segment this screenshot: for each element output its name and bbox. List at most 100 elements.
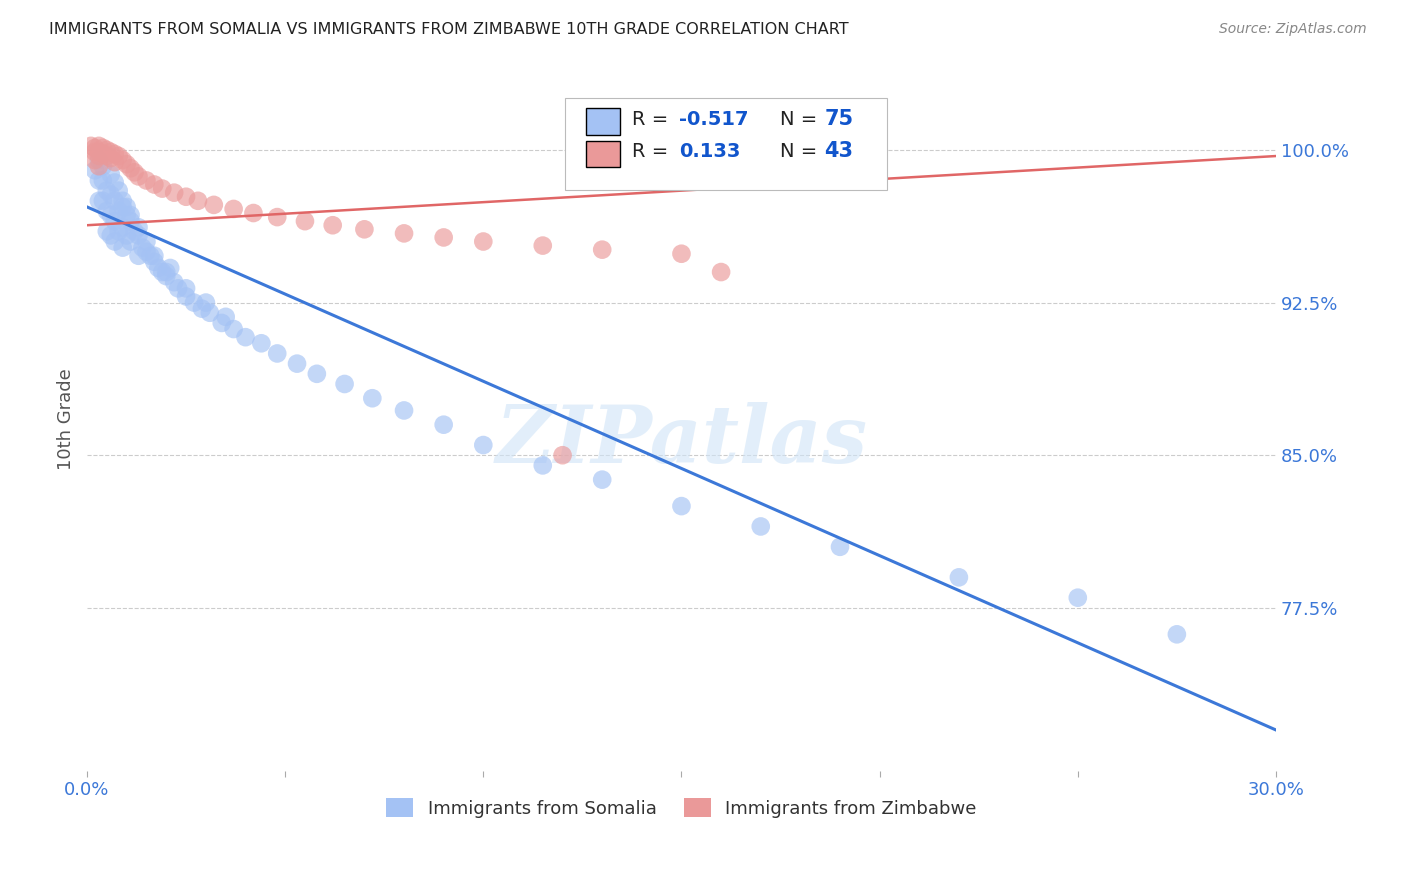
Point bbox=[250, 336, 273, 351]
Point bbox=[187, 194, 209, 208]
Point bbox=[285, 357, 308, 371]
Text: N =: N = bbox=[780, 110, 824, 128]
Point bbox=[551, 448, 574, 462]
Point bbox=[120, 208, 142, 222]
Point bbox=[135, 173, 157, 187]
Point bbox=[266, 346, 288, 360]
Point bbox=[124, 224, 146, 238]
Point bbox=[294, 214, 316, 228]
Point bbox=[266, 210, 288, 224]
Point bbox=[131, 241, 153, 255]
Point bbox=[472, 235, 495, 249]
Point bbox=[107, 204, 129, 219]
Point bbox=[115, 208, 138, 222]
Point bbox=[91, 147, 114, 161]
Point bbox=[1067, 591, 1090, 605]
Point bbox=[191, 301, 214, 316]
Point bbox=[91, 159, 114, 173]
Point bbox=[104, 194, 127, 208]
Point bbox=[100, 208, 122, 222]
Point bbox=[671, 246, 693, 260]
Point bbox=[128, 249, 150, 263]
Point bbox=[115, 200, 138, 214]
Point bbox=[433, 417, 456, 432]
Point bbox=[591, 473, 613, 487]
Point bbox=[120, 235, 142, 249]
Point bbox=[96, 204, 118, 219]
Point bbox=[100, 187, 122, 202]
Text: ZIPatlas: ZIPatlas bbox=[495, 402, 868, 479]
Point bbox=[107, 224, 129, 238]
Point bbox=[128, 169, 150, 184]
Text: Source: ZipAtlas.com: Source: ZipAtlas.com bbox=[1219, 22, 1367, 37]
Point bbox=[163, 275, 186, 289]
Text: -0.517: -0.517 bbox=[679, 110, 748, 128]
Point bbox=[120, 161, 142, 176]
Point bbox=[111, 194, 134, 208]
Point bbox=[124, 165, 146, 179]
Point bbox=[96, 143, 118, 157]
Point bbox=[87, 159, 110, 173]
Point bbox=[87, 145, 110, 159]
Point bbox=[194, 295, 217, 310]
Point bbox=[84, 145, 107, 159]
Point bbox=[135, 244, 157, 259]
Point bbox=[107, 149, 129, 163]
Point bbox=[222, 322, 245, 336]
Point bbox=[183, 295, 205, 310]
Point bbox=[111, 241, 134, 255]
Point bbox=[155, 265, 177, 279]
Point bbox=[163, 186, 186, 200]
Point bbox=[433, 230, 456, 244]
Point bbox=[202, 198, 225, 212]
Point bbox=[91, 173, 114, 187]
Point bbox=[305, 367, 328, 381]
Point bbox=[115, 157, 138, 171]
FancyBboxPatch shape bbox=[565, 98, 887, 190]
Point bbox=[235, 330, 257, 344]
Text: R =: R = bbox=[631, 110, 673, 128]
Point bbox=[710, 265, 733, 279]
Y-axis label: 10th Grade: 10th Grade bbox=[58, 368, 75, 470]
Point bbox=[80, 139, 103, 153]
Point bbox=[143, 255, 166, 269]
Point bbox=[100, 145, 122, 159]
Point bbox=[100, 167, 122, 181]
Point bbox=[531, 458, 554, 473]
Point bbox=[84, 163, 107, 178]
Point bbox=[531, 238, 554, 252]
Point bbox=[392, 227, 415, 241]
Point bbox=[472, 438, 495, 452]
Point bbox=[87, 139, 110, 153]
Point bbox=[174, 190, 197, 204]
Point bbox=[96, 149, 118, 163]
Point bbox=[591, 243, 613, 257]
Point bbox=[948, 570, 970, 584]
Point bbox=[104, 176, 127, 190]
Point bbox=[100, 151, 122, 165]
Point bbox=[222, 202, 245, 216]
Point bbox=[174, 289, 197, 303]
Point bbox=[91, 141, 114, 155]
Point bbox=[150, 265, 173, 279]
Text: N =: N = bbox=[780, 142, 824, 161]
Point bbox=[150, 181, 173, 195]
Point bbox=[148, 260, 170, 275]
Point bbox=[333, 376, 356, 391]
Point bbox=[107, 184, 129, 198]
Legend: Immigrants from Somalia, Immigrants from Zimbabwe: Immigrants from Somalia, Immigrants from… bbox=[380, 791, 984, 825]
Point bbox=[211, 316, 233, 330]
Point bbox=[104, 147, 127, 161]
Point bbox=[96, 224, 118, 238]
Point bbox=[115, 228, 138, 243]
Point bbox=[111, 200, 134, 214]
Point bbox=[104, 235, 127, 249]
Point bbox=[139, 249, 162, 263]
Point bbox=[1166, 627, 1188, 641]
Point bbox=[104, 155, 127, 169]
Point bbox=[143, 178, 166, 192]
Point bbox=[100, 228, 122, 243]
Point bbox=[128, 220, 150, 235]
Point bbox=[87, 173, 110, 187]
Point bbox=[198, 306, 221, 320]
